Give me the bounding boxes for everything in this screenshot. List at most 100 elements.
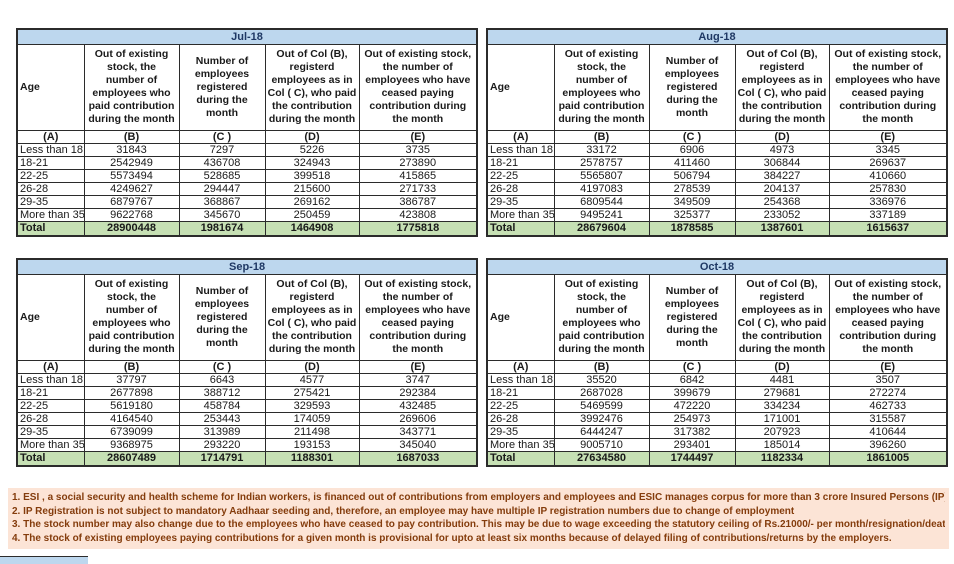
data-cell: 6739099 xyxy=(83,424,180,439)
age-label: 22-25 xyxy=(486,398,555,413)
data-cell: 273890 xyxy=(358,155,478,170)
data-cell: 349509 xyxy=(648,194,736,209)
data-cell: 233052 xyxy=(734,207,830,222)
data-cell: 5565807 xyxy=(553,168,650,183)
column-header-b: Out of existing stock, the number of emp… xyxy=(553,273,650,361)
data-cell: 325377 xyxy=(648,207,736,222)
age-label: 26-28 xyxy=(486,181,555,196)
data-cell: 4577 xyxy=(264,372,360,387)
total-cell: 1188301 xyxy=(264,450,360,467)
age-label: 22-25 xyxy=(486,168,555,183)
total-cell: 27634580 xyxy=(553,450,650,467)
age-label: 29-35 xyxy=(16,424,85,439)
column-letter: (A) xyxy=(486,359,555,374)
data-cell: 336976 xyxy=(828,194,948,209)
column-header-age: Age xyxy=(486,43,555,131)
data-cell: 2542949 xyxy=(83,155,180,170)
age-label: 22-25 xyxy=(16,168,85,183)
column-letter: (E) xyxy=(358,129,478,144)
data-cell: 185014 xyxy=(734,437,830,452)
data-cell: 279681 xyxy=(734,385,830,400)
table-container-jul-18: Jul-18 Age Out of existing stock, the numb… xyxy=(16,28,479,237)
column-letter: (B) xyxy=(83,129,180,144)
column-letter: (B) xyxy=(83,359,180,374)
age-label: 26-28 xyxy=(16,411,85,426)
column-header-age: Age xyxy=(16,273,85,361)
total-cell: 1687033 xyxy=(358,450,478,467)
data-cell: 37797 xyxy=(83,372,180,387)
month-title: Aug-18 xyxy=(486,28,948,45)
footnote-3: 3. The stock number may also change due … xyxy=(12,519,945,530)
data-cell: 315587 xyxy=(828,411,948,426)
data-cell: 399679 xyxy=(648,385,736,400)
age-label: 18-21 xyxy=(486,155,555,170)
total-label: Total xyxy=(486,450,555,467)
table-container-oct-18: Oct-18 Age Out of existing stock, the numb… xyxy=(486,258,949,467)
age-label: Less than 18 xyxy=(486,372,555,387)
data-cell: 292384 xyxy=(358,385,478,400)
age-label: 29-35 xyxy=(16,194,85,209)
column-header-age: Age xyxy=(486,273,555,361)
data-cell: 278539 xyxy=(648,181,736,196)
column-header-c: Number of employees registered during th… xyxy=(178,43,266,131)
data-cell: 2677898 xyxy=(83,385,180,400)
column-header-e: Out of existing stock, the number of emp… xyxy=(358,43,478,131)
age-label: 18-21 xyxy=(486,385,555,400)
column-letter: (A) xyxy=(16,359,85,374)
partial-next-table-header xyxy=(0,556,88,564)
total-cell: 1861005 xyxy=(828,450,948,467)
data-cell: 5469599 xyxy=(553,398,650,413)
data-cell: 250459 xyxy=(264,207,360,222)
age-label: Less than 18 xyxy=(16,142,85,157)
data-cell: 4249627 xyxy=(83,181,180,196)
data-cell: 9005710 xyxy=(553,437,650,452)
column-letter: (E) xyxy=(358,359,478,374)
data-cell: 269637 xyxy=(828,155,948,170)
data-cell: 4164540 xyxy=(83,411,180,426)
column-header-b: Out of existing stock, the number of emp… xyxy=(83,43,180,131)
data-cell: 2687028 xyxy=(553,385,650,400)
data-cell: 423808 xyxy=(358,207,478,222)
data-cell: 472220 xyxy=(648,398,736,413)
total-cell: 1464908 xyxy=(264,220,360,237)
column-letter: (C ) xyxy=(648,129,736,144)
column-header-e: Out of existing stock, the number of emp… xyxy=(828,43,948,131)
data-cell: 5573494 xyxy=(83,168,180,183)
data-cell: 432485 xyxy=(358,398,478,413)
column-header-b: Out of existing stock, the number of emp… xyxy=(553,43,650,131)
data-cell: 384227 xyxy=(734,168,830,183)
data-cell: 215600 xyxy=(264,181,360,196)
data-cell: 368867 xyxy=(178,194,266,209)
age-label: 26-28 xyxy=(486,411,555,426)
data-cell: 343771 xyxy=(358,424,478,439)
total-cell: 28900448 xyxy=(83,220,180,237)
data-cell: 5226 xyxy=(264,142,360,157)
data-cell: 3992476 xyxy=(553,411,650,426)
column-header-age: Age xyxy=(16,43,85,131)
column-letter: (D) xyxy=(264,359,360,374)
column-letter: (A) xyxy=(16,129,85,144)
column-header-d: Out of Col (B), registerd employees as i… xyxy=(264,273,360,361)
column-letter: (D) xyxy=(734,129,830,144)
total-label: Total xyxy=(486,220,555,237)
data-cell: 411460 xyxy=(648,155,736,170)
data-cell: 345040 xyxy=(358,437,478,452)
data-cell: 334234 xyxy=(734,398,830,413)
data-cell: 3747 xyxy=(358,372,478,387)
data-cell: 211498 xyxy=(264,424,360,439)
month-table: Sep-18 Age Out of existing stock, the numb… xyxy=(16,258,479,467)
total-cell: 28607489 xyxy=(83,450,180,467)
data-cell: 6809544 xyxy=(553,194,650,209)
column-header-b: Out of existing stock, the number of emp… xyxy=(83,273,180,361)
footnotes-panel: 1. ESI , a social security and health sc… xyxy=(8,488,949,549)
data-cell: 3507 xyxy=(828,372,948,387)
column-header-c: Number of employees registered during th… xyxy=(648,273,736,361)
age-label: More than 35 xyxy=(486,207,555,222)
data-cell: 257830 xyxy=(828,181,948,196)
total-cell: 1182334 xyxy=(734,450,830,467)
month-title: Sep-18 xyxy=(16,258,478,275)
data-cell: 396260 xyxy=(828,437,948,452)
data-cell: 388712 xyxy=(178,385,266,400)
column-letter: (E) xyxy=(828,129,948,144)
column-header-d: Out of Col (B), registerd employees as i… xyxy=(734,43,830,131)
